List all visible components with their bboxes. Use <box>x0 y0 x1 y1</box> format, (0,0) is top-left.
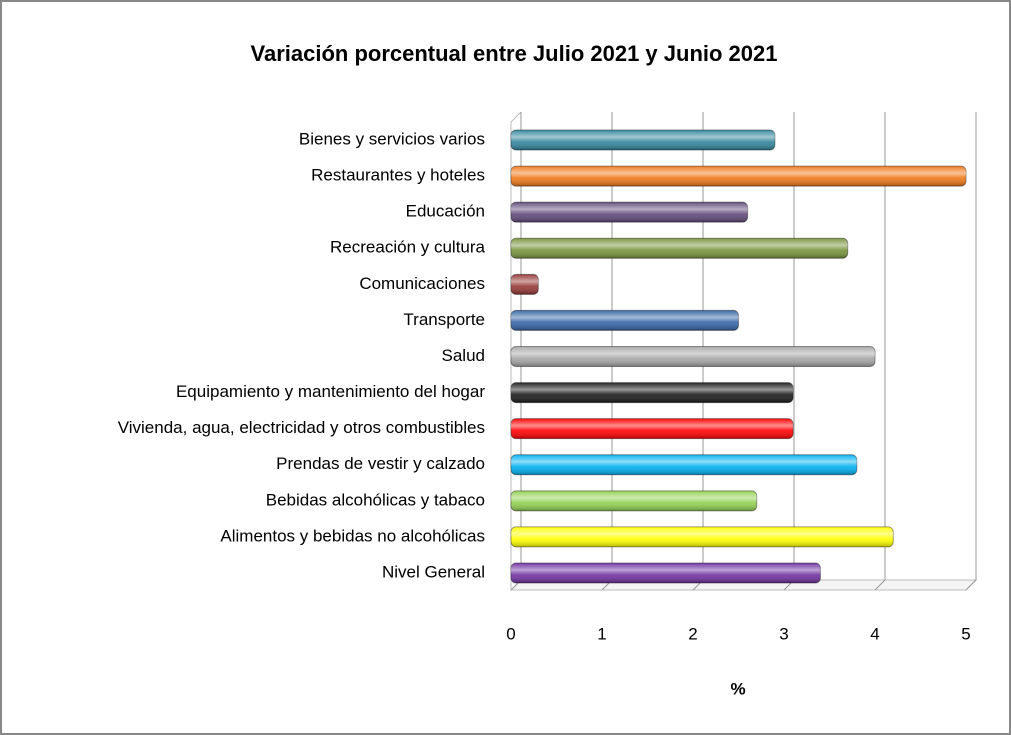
y-tick-label: Educación <box>406 202 485 221</box>
y-tick-label: Vivienda, agua, electricidad y otros com… <box>118 418 485 437</box>
y-tick-label: Transporte <box>403 310 485 329</box>
bar-shine <box>511 310 739 331</box>
bar-shine <box>511 454 857 475</box>
y-tick-label: Salud <box>442 346 485 365</box>
bar-shine <box>511 274 539 295</box>
x-tick-label: 3 <box>779 624 788 643</box>
y-tick-label: Comunicaciones <box>359 274 485 293</box>
bar-shine <box>511 418 794 439</box>
x-tick-label: 2 <box>688 624 697 643</box>
grid-line <box>965 579 977 591</box>
x-tick-label: 1 <box>597 624 606 643</box>
x-tick-label: 0 <box>506 624 515 643</box>
bar-shine <box>511 166 966 187</box>
chart-title: Variación porcentual entre Julio 2021 y … <box>251 41 778 66</box>
y-tick-label: Alimentos y bebidas no alcohólicas <box>220 526 485 545</box>
y-tick-label: Bebidas alcohólicas y tabaco <box>266 490 485 509</box>
bar-shine <box>511 563 821 583</box>
grid-line <box>874 579 886 591</box>
bar-shine <box>511 382 794 403</box>
axis-line <box>510 111 522 123</box>
y-tick-label: Nivel General <box>382 562 485 581</box>
bar-shine <box>511 346 875 367</box>
y-tick-label: Prendas de vestir y calzado <box>276 454 485 473</box>
bar-shine <box>511 490 757 511</box>
bar-shine <box>511 526 894 547</box>
y-tick-label: Restaurantes y hoteles <box>311 166 485 185</box>
x-tick-label: 5 <box>961 624 970 643</box>
y-tick-label: Equipamiento y mantenimiento del hogar <box>176 382 485 401</box>
y-tick-label: Recreación y cultura <box>330 238 486 257</box>
bar-shine <box>511 130 775 150</box>
bar-shine <box>511 202 748 223</box>
y-tick-label: Bienes y servicios varios <box>299 129 485 148</box>
x-tick-label: 4 <box>870 624 879 643</box>
x-axis-label: % <box>730 679 745 698</box>
bar-shine <box>511 238 848 259</box>
